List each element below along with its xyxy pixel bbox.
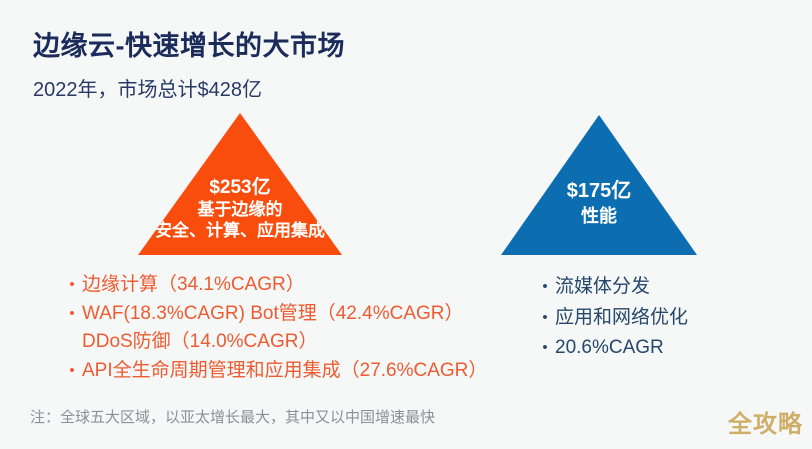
list-item-text: 20.6%CAGR — [555, 337, 664, 358]
slide-subtitle: 2022年，市场总计$428亿 — [33, 79, 262, 101]
performance-pyramid-value: $175亿 — [566, 180, 632, 202]
edge-security-pyramid-value: $253亿 — [209, 177, 271, 198]
list-item: • 边缘计算（34.1%CAGR） — [62, 271, 492, 300]
footnote: 注：全球五大区域，以亚太增长最大，其中又以中国增速最快 — [30, 409, 436, 426]
list-item: • 流媒体分发 — [535, 272, 775, 303]
performance-pyramid-label: 性能 — [581, 206, 617, 226]
bullet-icon: • — [69, 304, 75, 322]
bullet-icon: • — [542, 308, 548, 326]
edge-security-pyramid-label-line1: 基于边缘的 — [197, 200, 283, 219]
list-item-text: API全生命周期管理和应用集成（27.6%CAGR） — [82, 359, 488, 381]
performance-pyramid: $175亿 性能 — [501, 115, 697, 255]
bullet-icon: • — [542, 339, 548, 356]
page-title: 边缘云-快速增长的大市场 — [33, 31, 345, 61]
list-item-text: 流媒体分发 — [555, 276, 651, 297]
list-item: • WAF(18.3%CAGR) Bot管理（42.4%CAGR） DDoS防御… — [62, 300, 492, 357]
edge-security-pyramid-label-line2: 安全、计算、应用集成 — [155, 221, 325, 240]
bullet-icon: • — [542, 278, 548, 295]
list-item-text: 边缘计算（34.1%CAGR） — [82, 274, 305, 295]
list-item: • 应用和网络优化 — [535, 303, 775, 334]
list-item-line: DDoS防御（14.0%CAGR） — [82, 331, 318, 352]
watermark: 全攻略 — [728, 411, 803, 438]
list-item-text: 应用和网络优化 — [555, 306, 689, 328]
bullet-icon: • — [69, 276, 75, 293]
list-item: • API全生命周期管理和应用集成（27.6%CAGR） — [62, 357, 492, 386]
edge-security-pyramid: $253亿 基于边缘的 安全、计算、应用集成 — [138, 113, 342, 255]
edge-security-bullet-list: • 边缘计算（34.1%CAGR） • WAF(18.3%CAGR) Bot管理… — [62, 271, 492, 385]
performance-bullet-list: • 流媒体分发 • 应用和网络优化 • 20.6%CAGR — [535, 272, 775, 364]
list-item: • 20.6%CAGR — [535, 333, 775, 364]
list-item-text: WAF(18.3%CAGR) Bot管理（42.4%CAGR） DDoS防御（1… — [82, 300, 492, 357]
list-item-line: WAF(18.3%CAGR) Bot管理（42.4%CAGR） — [82, 302, 464, 324]
bullet-icon: • — [69, 361, 75, 379]
